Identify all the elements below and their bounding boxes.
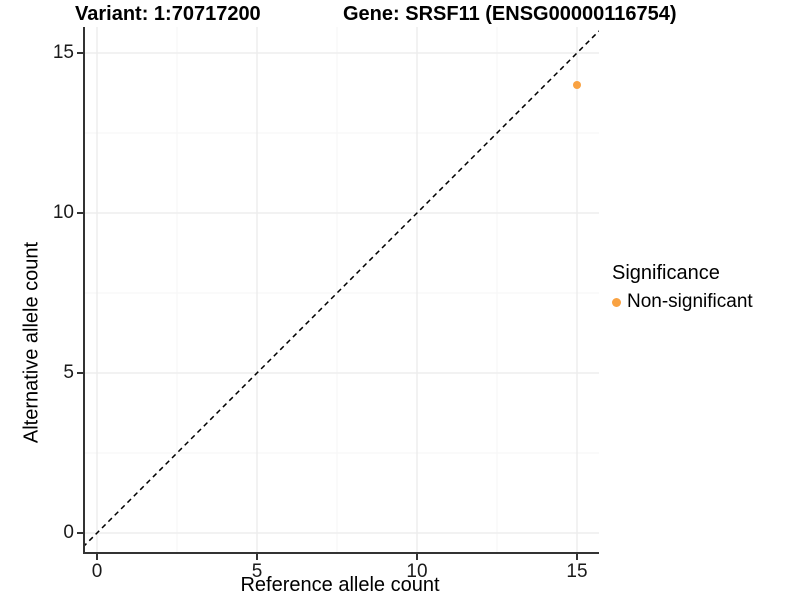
y-tick-label: 10 — [52, 202, 74, 223]
identity-reference-line — [83, 30, 599, 548]
x-tick-mark — [576, 554, 578, 560]
x-tick-mark — [96, 554, 98, 560]
plot-title-gene: Gene: SRSF11 (ENSG00000116754) — [343, 3, 677, 25]
scatter-plot-canvas — [83, 27, 599, 554]
legend: Significance Non-significant — [612, 262, 753, 313]
y-tick-mark — [77, 372, 83, 374]
data-point-non-significant — [573, 81, 581, 89]
y-tick-label: 5 — [63, 362, 74, 383]
x-tick-label: 15 — [566, 561, 588, 582]
y-tick-mark — [77, 52, 83, 54]
x-tick-mark — [416, 554, 418, 560]
x-tick-mark — [256, 554, 258, 560]
y-tick-mark — [77, 212, 83, 214]
x-tick-label: 5 — [251, 561, 263, 582]
y-tick-mark — [77, 532, 83, 534]
x-tick-label: 10 — [406, 561, 428, 582]
x-tick-label: 0 — [91, 561, 103, 582]
plot-title-variant: Variant: 1:70717200 — [75, 3, 261, 25]
legend-point-icon — [612, 297, 621, 307]
y-tick-label: 15 — [52, 42, 74, 63]
y-tick-label: 0 — [63, 522, 74, 543]
legend-title: Significance — [612, 262, 720, 284]
plot-panel — [83, 27, 599, 554]
legend-item-non-significant: Non-significant — [612, 291, 753, 313]
legend-item-label: Non-significant — [627, 291, 753, 312]
x-axis-title: Reference allele count — [240, 574, 440, 596]
